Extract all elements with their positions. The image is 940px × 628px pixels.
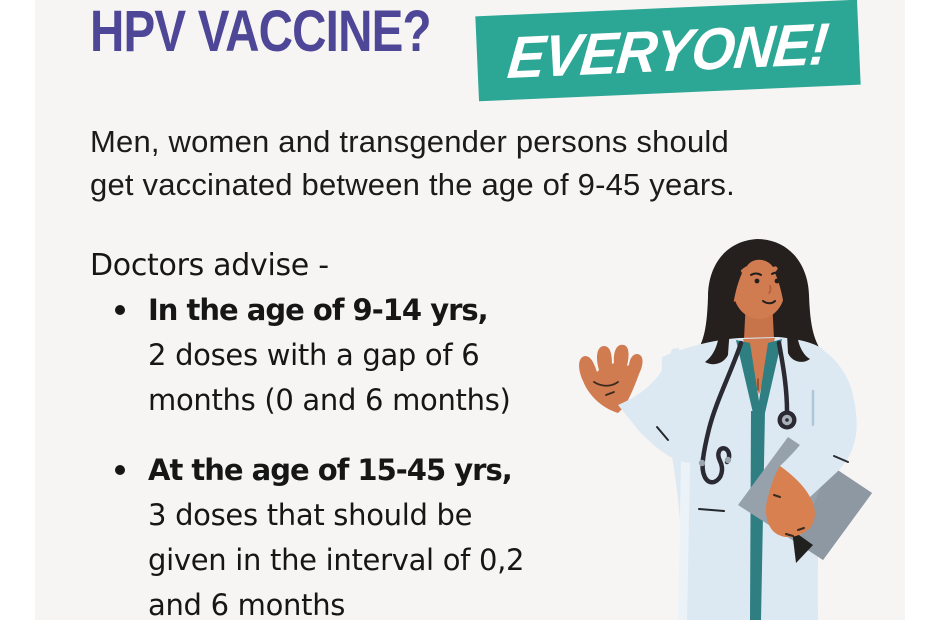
left-hand bbox=[579, 344, 643, 413]
left-sleeve bbox=[618, 348, 701, 463]
bullet-2-line-3: and 6 months bbox=[148, 588, 346, 622]
palm-line-2 bbox=[605, 391, 615, 396]
bullet-2-line-1: 3 doses that should be bbox=[148, 498, 473, 532]
palm-line bbox=[593, 381, 619, 387]
mouth bbox=[762, 300, 776, 305]
nose bbox=[768, 285, 772, 294]
right-arm bbox=[765, 345, 857, 538]
list-item: At the age of 15-45 yrs, 3 doses that sh… bbox=[90, 448, 525, 628]
stethoscope-icon bbox=[698, 340, 797, 485]
finger-lines bbox=[773, 494, 805, 537]
hair-front-top bbox=[732, 247, 791, 289]
bullet-2-line-2: given in the interval of 0,2 bbox=[148, 543, 525, 577]
intro-line-1: Men, women and transgender persons shoul… bbox=[90, 124, 729, 159]
bullet-2-lead: At the age of 15-45 yrs, bbox=[148, 453, 513, 487]
advice-heading: Doctors advise - bbox=[90, 248, 329, 283]
bullet-1-line-2: months (0 and 6 months) bbox=[148, 383, 511, 417]
cuff-crease bbox=[833, 455, 849, 463]
bullet-1-lead: In the age of 9-14 yrs, bbox=[148, 293, 489, 327]
page-title: HPV VACCINE? bbox=[90, 0, 432, 64]
bullet-marker bbox=[115, 305, 125, 315]
bullet-marker bbox=[115, 465, 125, 475]
bullet-1-line-1: 2 doses with a gap of 6 bbox=[148, 338, 480, 372]
banner-label: EVERYONE! bbox=[505, 10, 831, 91]
doctor-illustration bbox=[579, 239, 872, 620]
right-hand bbox=[765, 466, 815, 538]
clipboard-shadow-gap bbox=[792, 530, 813, 563]
elbow-crease bbox=[656, 426, 669, 441]
left-eyebrow bbox=[750, 272, 762, 276]
hair-front-icon bbox=[705, 263, 810, 365]
intro-line-2: get vaccinated between the age of 9-45 y… bbox=[90, 167, 735, 202]
everyone-banner: EVERYONE! bbox=[475, 0, 861, 102]
coat-edge-highlight bbox=[678, 413, 691, 620]
left-eye bbox=[754, 278, 760, 284]
left-arm bbox=[579, 344, 701, 463]
neck bbox=[727, 299, 792, 354]
intro-paragraph: Men, women and transgender persons shoul… bbox=[90, 120, 735, 206]
advice-block: Doctors advise - In the age of 9-14 yrs,… bbox=[90, 243, 525, 628]
list-item: In the age of 9-14 yrs, 2 doses with a g… bbox=[90, 288, 524, 423]
